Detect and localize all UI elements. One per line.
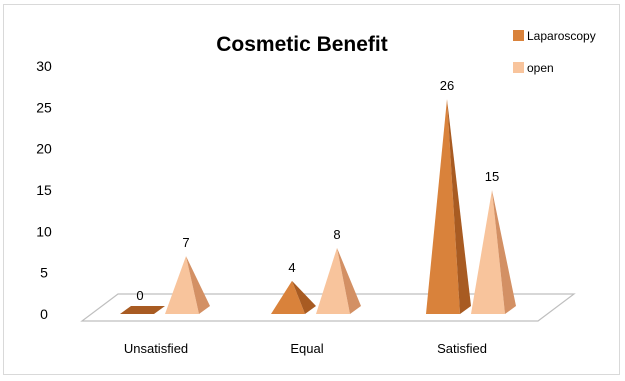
pyramid-front-face — [316, 247, 350, 314]
legend-label: open — [527, 61, 554, 75]
x-category-label: Equal — [290, 341, 323, 356]
legend-swatch — [513, 30, 524, 41]
pyramid-front-face — [471, 190, 505, 314]
data-labels: 0 7 4 8 26 15 — [136, 78, 499, 303]
y-tick-label: 15 — [36, 182, 52, 198]
chart-title: Cosmetic Benefit — [216, 33, 388, 56]
data-label: 26 — [440, 78, 454, 93]
y-tick-label: 5 — [40, 265, 48, 281]
y-tick-label: 0 — [40, 306, 48, 322]
data-label: 7 — [182, 235, 189, 250]
pyramid-side-face — [492, 190, 516, 314]
pyramid-base — [120, 306, 165, 314]
legend-swatch — [513, 62, 524, 73]
pyramid-bar — [271, 280, 316, 314]
pyramid-front-face — [271, 280, 305, 314]
legend: Laparoscopy open — [513, 29, 596, 75]
pyramid-side-face — [186, 256, 210, 314]
pyramid-side-face — [292, 280, 316, 314]
y-tick-label: 30 — [36, 58, 52, 74]
y-tick-label: 25 — [36, 99, 52, 115]
chart-bars — [120, 99, 516, 314]
pyramid-bar — [165, 256, 210, 314]
pyramid-bar — [316, 247, 361, 314]
legend-label: Laparoscopy — [527, 29, 596, 43]
y-tick-label: 10 — [36, 223, 52, 239]
pyramid-side-face — [337, 247, 361, 314]
pyramid-bar — [120, 306, 165, 314]
pyramid-front-face — [426, 99, 460, 314]
data-label: 0 — [136, 288, 143, 303]
x-axis: Unsatisfied Equal Satisfied — [124, 341, 487, 356]
y-tick-label: 20 — [36, 141, 52, 157]
data-label: 15 — [485, 169, 499, 184]
pyramid-side-face — [447, 99, 471, 314]
data-label: 8 — [333, 227, 340, 242]
x-category-label: Unsatisfied — [124, 341, 188, 356]
pyramid-bar — [471, 190, 516, 314]
x-category-label: Satisfied — [437, 341, 487, 356]
data-label: 4 — [288, 260, 295, 275]
pyramid-bar — [426, 99, 471, 314]
pyramid-front-face — [165, 256, 199, 314]
y-axis: 0 5 10 15 20 25 30 — [36, 58, 52, 322]
